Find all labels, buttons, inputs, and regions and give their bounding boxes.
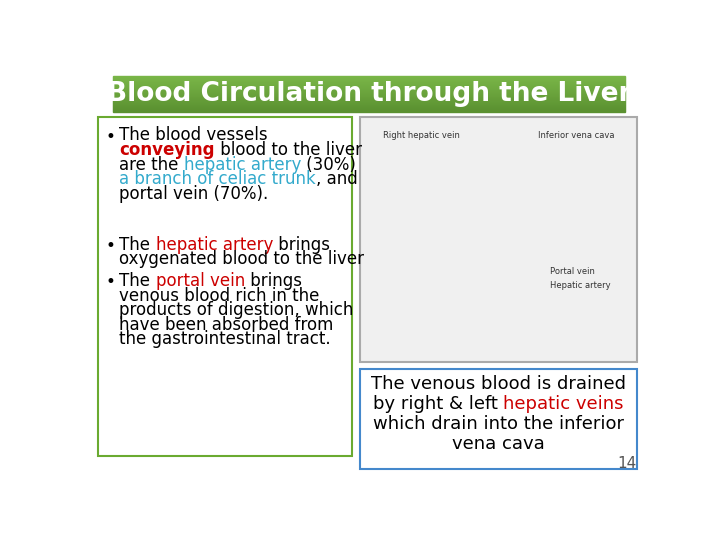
Text: The: The xyxy=(120,272,156,290)
Text: hepatic artery: hepatic artery xyxy=(156,236,273,254)
Bar xyxy=(113,89,625,90)
Text: hepatic veins: hepatic veins xyxy=(503,395,624,413)
Text: conveying: conveying xyxy=(120,141,215,159)
Bar xyxy=(113,94,625,95)
Bar xyxy=(113,110,625,111)
Text: Inferior vena cava: Inferior vena cava xyxy=(538,131,614,140)
Bar xyxy=(113,102,625,103)
Bar xyxy=(113,100,625,101)
Bar xyxy=(113,88,625,89)
Bar xyxy=(113,79,625,80)
Bar xyxy=(113,105,625,106)
Text: hepatic artery: hepatic artery xyxy=(184,156,302,174)
Bar xyxy=(113,98,625,99)
Bar xyxy=(360,369,637,469)
Text: products of digestion, which: products of digestion, which xyxy=(120,301,354,319)
Text: the gastrointestinal tract.: the gastrointestinal tract. xyxy=(120,330,331,348)
Text: brings: brings xyxy=(273,236,330,254)
Text: The blood vessels: The blood vessels xyxy=(120,126,268,144)
Bar xyxy=(113,83,625,84)
Bar xyxy=(113,82,625,83)
Bar xyxy=(113,92,625,93)
Bar xyxy=(113,90,625,91)
Text: oxygenated blood to the liver: oxygenated blood to the liver xyxy=(120,251,364,268)
Text: venous blood rich in the: venous blood rich in the xyxy=(120,287,320,305)
Bar xyxy=(113,101,625,102)
Bar xyxy=(113,76,625,77)
Bar xyxy=(113,103,625,104)
Bar xyxy=(113,111,625,112)
Text: •: • xyxy=(105,128,115,146)
Bar xyxy=(113,107,625,108)
Bar xyxy=(360,117,637,362)
Bar xyxy=(98,117,352,456)
Text: Hepatic artery: Hepatic artery xyxy=(549,281,611,290)
Text: a branch of celiac trunk: a branch of celiac trunk xyxy=(120,170,316,188)
Text: •: • xyxy=(105,273,115,292)
Bar xyxy=(113,77,625,78)
Bar xyxy=(113,86,625,87)
Text: The venous blood is drained: The venous blood is drained xyxy=(371,375,626,393)
Bar xyxy=(113,104,625,105)
Text: have been absorbed from: have been absorbed from xyxy=(120,316,334,334)
Bar xyxy=(113,97,625,98)
Bar xyxy=(113,81,625,82)
Bar xyxy=(113,109,625,110)
Text: Blood Circulation through the Liver: Blood Circulation through the Liver xyxy=(107,81,631,107)
Text: portal vein (70%).: portal vein (70%). xyxy=(120,185,269,203)
Bar xyxy=(113,80,625,81)
Bar xyxy=(113,87,625,88)
Text: brings: brings xyxy=(245,272,302,290)
Text: , and: , and xyxy=(316,170,358,188)
Bar xyxy=(113,99,625,100)
Bar xyxy=(113,85,625,86)
Bar xyxy=(113,96,625,97)
Text: 14: 14 xyxy=(617,456,636,471)
Text: The: The xyxy=(120,236,156,254)
Text: vena cava: vena cava xyxy=(452,435,545,453)
Bar xyxy=(113,108,625,109)
Text: by right & left: by right & left xyxy=(373,395,503,413)
Text: Right hepatic vein: Right hepatic vein xyxy=(383,131,460,140)
Bar xyxy=(113,91,625,92)
Text: which drain into the inferior: which drain into the inferior xyxy=(373,415,624,433)
Bar xyxy=(113,93,625,94)
Text: portal vein: portal vein xyxy=(156,272,245,290)
Bar xyxy=(113,84,625,85)
Text: blood to the liver: blood to the liver xyxy=(215,141,362,159)
Bar xyxy=(113,106,625,107)
Text: •: • xyxy=(105,237,115,255)
Text: are the: are the xyxy=(120,156,184,174)
Bar xyxy=(113,78,625,79)
Text: Portal vein: Portal vein xyxy=(549,267,595,276)
Text: (30%): (30%) xyxy=(302,156,356,174)
Bar xyxy=(113,95,625,96)
